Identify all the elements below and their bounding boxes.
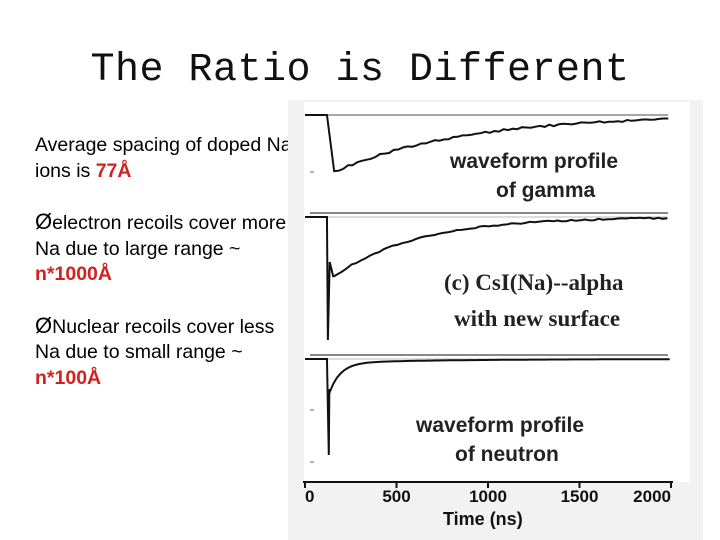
bullet-nuclear: ØNuclear recoils cover less Na due to sm… xyxy=(35,313,300,392)
panel1-label-line2: of gamma xyxy=(496,179,596,202)
spacing-value: 77Å xyxy=(96,160,132,182)
bullet-nuclear-text: Nuclear recoils cover less Na due to sma… xyxy=(35,316,274,364)
x-axis-label: Time (ns) xyxy=(443,509,523,529)
electron-range-value: n*1000Å xyxy=(35,263,112,285)
slide-title: The Ratio is Different xyxy=(0,48,720,93)
bullet-electron-text: electron recoils cover more Na due to la… xyxy=(35,212,286,260)
paragraph-spacing: Average spacing of doped Na ions is 77Å xyxy=(35,133,300,184)
nuclear-range-value: n*100Å xyxy=(35,367,101,389)
arrow-bullet-icon: Ø xyxy=(35,209,52,234)
x-tick-label: 1500 xyxy=(561,487,599,506)
bullet-text: Average spacing of doped Na ions is 77Å … xyxy=(35,133,300,391)
panel3-label-line2: of neutron xyxy=(455,443,559,466)
panel1-label-line1: waveform profile xyxy=(449,150,618,173)
x-tick-label: 1000 xyxy=(469,487,507,506)
panel3-label-line1: waveform profile xyxy=(415,414,584,437)
panel2-label-line2: with new surface xyxy=(454,306,620,331)
arrow-bullet-icon: Ø xyxy=(35,313,52,338)
panel2-label-line1: (c) CsI(Na)--alpha xyxy=(444,270,624,295)
waveform-figure: waveform profile of gamma (c) CsI(Na)--a… xyxy=(288,100,703,540)
bullet-electron: Øelectron recoils cover more Na due to l… xyxy=(35,209,300,288)
x-tick-label: 0 xyxy=(305,487,314,506)
paragraph-spacing-text: Average spacing of doped Na ions is xyxy=(35,134,292,182)
x-tick-label: 2000 xyxy=(633,487,671,506)
x-tick-label: 500 xyxy=(382,487,410,506)
